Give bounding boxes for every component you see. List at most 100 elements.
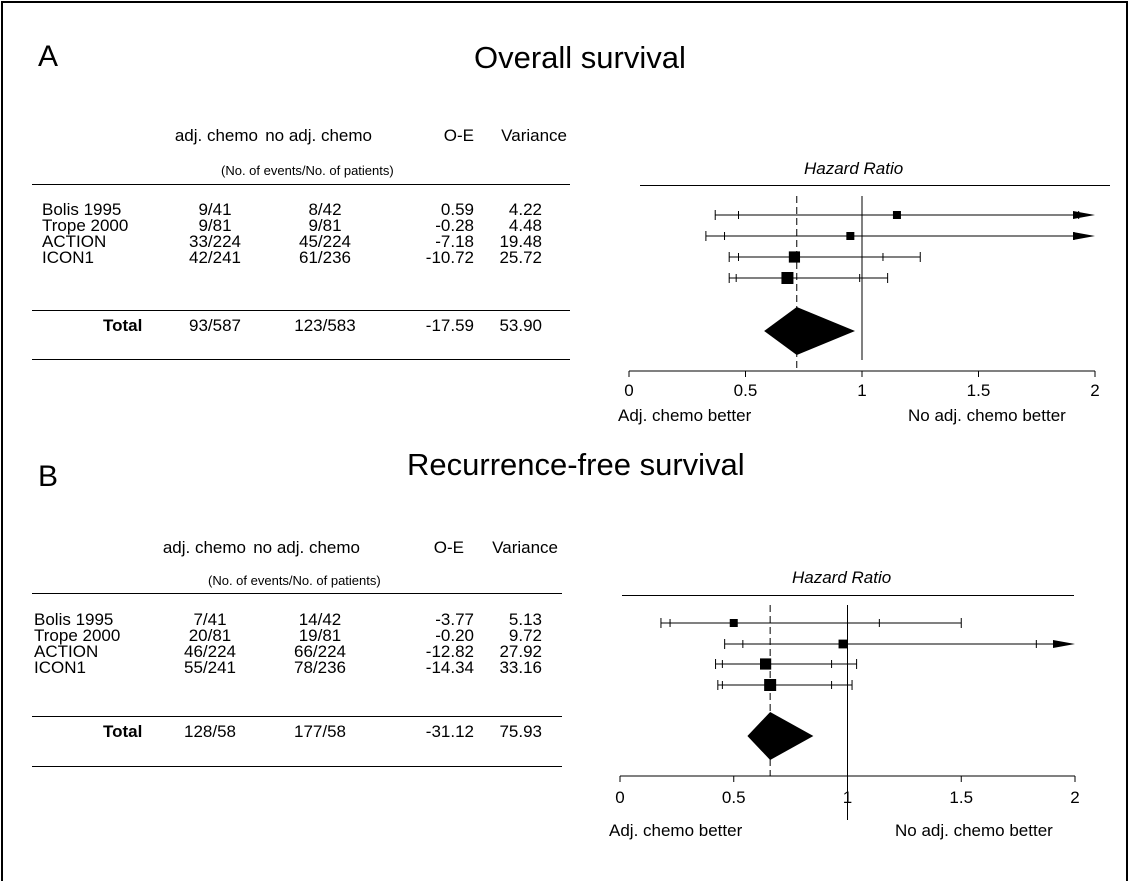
x-tick-label: 0.5 [734,381,758,400]
total-label: Total [103,722,143,741]
axis-note-left: Adj. chemo better [618,406,752,425]
point-estimate-square [781,272,794,284]
axis-title: Hazard Ratio [792,568,892,587]
cell-adj: 7/41 [193,610,227,629]
col-header-adj: adj. chemo [162,538,246,557]
table-rule [32,310,570,311]
subheader: (No. of events/No. of patients) [208,573,381,588]
x-tick-label: 0 [615,788,624,807]
cell-noadj: 78/236 [294,658,346,677]
point-estimate-square [838,639,848,649]
cell-variance: 5.13 [508,610,542,629]
cell-adj: 20/81 [188,626,232,645]
cell-noadj: 66/224 [294,642,346,661]
cell-noadj: 14/42 [298,610,342,629]
x-tick-label: 0.5 [722,788,746,807]
total-adj: 128/58 [184,722,236,741]
study-name: ACTION [34,642,99,661]
point-estimate-square [729,619,738,627]
col-header-variance: Variance [501,126,567,145]
cell-variance: 19.48 [499,232,542,251]
total-label: Total [103,316,143,335]
table-rule [32,766,562,767]
table-rule [32,593,562,594]
pooled-diamond [747,712,814,760]
x-tick-label: 2 [1070,788,1079,807]
total-variance: 75.93 [499,722,542,741]
cell-oe: -10.72 [425,248,474,267]
cell-oe: 0.59 [440,200,474,219]
panel-title: Overall survival [474,40,686,75]
axis-title: Hazard Ratio [804,159,904,178]
cell-noadj: 61/236 [299,248,351,267]
axis-note-left: Adj. chemo better [609,821,743,840]
total-noadj: 123/583 [294,316,356,335]
cell-adj: 42/241 [189,248,241,267]
plot-top-rule [640,185,1110,186]
point-estimate-square [892,211,901,219]
x-tick-label: 2 [1090,381,1099,400]
cell-variance: 4.48 [508,216,542,235]
table-rule [32,184,570,185]
cell-adj: 9/41 [198,200,232,219]
study-name: ICON1 [34,658,86,677]
subheader: (No. of events/No. of patients) [221,163,394,178]
panel-title: Recurrence-free survival [407,447,745,482]
cell-adj: 33/224 [189,232,241,251]
point-estimate-square [764,679,777,691]
cell-noadj: 9/81 [308,216,342,235]
total-oe: -31.12 [425,722,474,741]
col-header-oe: O-E [433,538,464,557]
panel-letter: A [38,40,59,73]
point-estimate-square [846,232,855,240]
cell-oe: -12.82 [425,642,474,661]
col-header-noadj: no adj. chemo [253,538,360,557]
x-tick-label: 1.5 [967,381,991,400]
col-header-variance: Variance [492,538,558,557]
cell-oe: -0.28 [435,216,474,235]
cell-oe: -7.18 [435,232,474,251]
cell-adj: 55/241 [184,658,236,677]
total-noadj: 177/58 [294,722,346,741]
ci-arrow [1073,211,1095,219]
study-name: Bolis 1995 [42,200,122,219]
point-estimate-square [788,251,801,263]
panel-letter: B [38,460,59,493]
col-header-noadj: no adj. chemo [265,126,372,145]
study-name: Bolis 1995 [34,610,114,629]
total-adj: 93/587 [189,316,241,335]
total-oe: -17.59 [425,316,474,335]
cell-variance: 25.72 [499,248,542,267]
cell-noadj: 8/42 [308,200,342,219]
cell-oe: -3.77 [435,610,474,629]
col-header-oe: O-E [443,126,474,145]
ci-arrow [1073,232,1095,240]
col-header-adj: adj. chemo [174,126,258,145]
pooled-diamond [764,307,856,355]
study-name: ACTION [42,232,107,251]
axis-note-right: No adj. chemo better [908,406,1066,425]
study-name: Trope 2000 [34,626,121,645]
axis-note-right: No adj. chemo better [895,821,1053,840]
point-estimate-square [760,658,772,670]
table-rule [32,716,562,717]
cell-adj: 46/224 [184,642,236,661]
cell-oe: -14.34 [425,658,474,677]
x-tick-label: 0 [624,381,633,400]
cell-noadj: 45/224 [299,232,351,251]
cell-adj: 9/81 [198,216,232,235]
study-name: ICON1 [42,248,94,267]
cell-noadj: 19/81 [298,626,342,645]
plot-top-rule [622,595,1074,596]
x-tick-label: 1.5 [949,788,973,807]
cell-oe: -0.20 [435,626,474,645]
study-name: Trope 2000 [42,216,129,235]
cell-variance: 9.72 [508,626,542,645]
cell-variance: 4.22 [508,200,542,219]
cell-variance: 27.92 [499,642,542,661]
total-variance: 53.90 [499,316,542,335]
cell-variance: 33.16 [499,658,542,677]
ci-arrow [1053,640,1075,648]
